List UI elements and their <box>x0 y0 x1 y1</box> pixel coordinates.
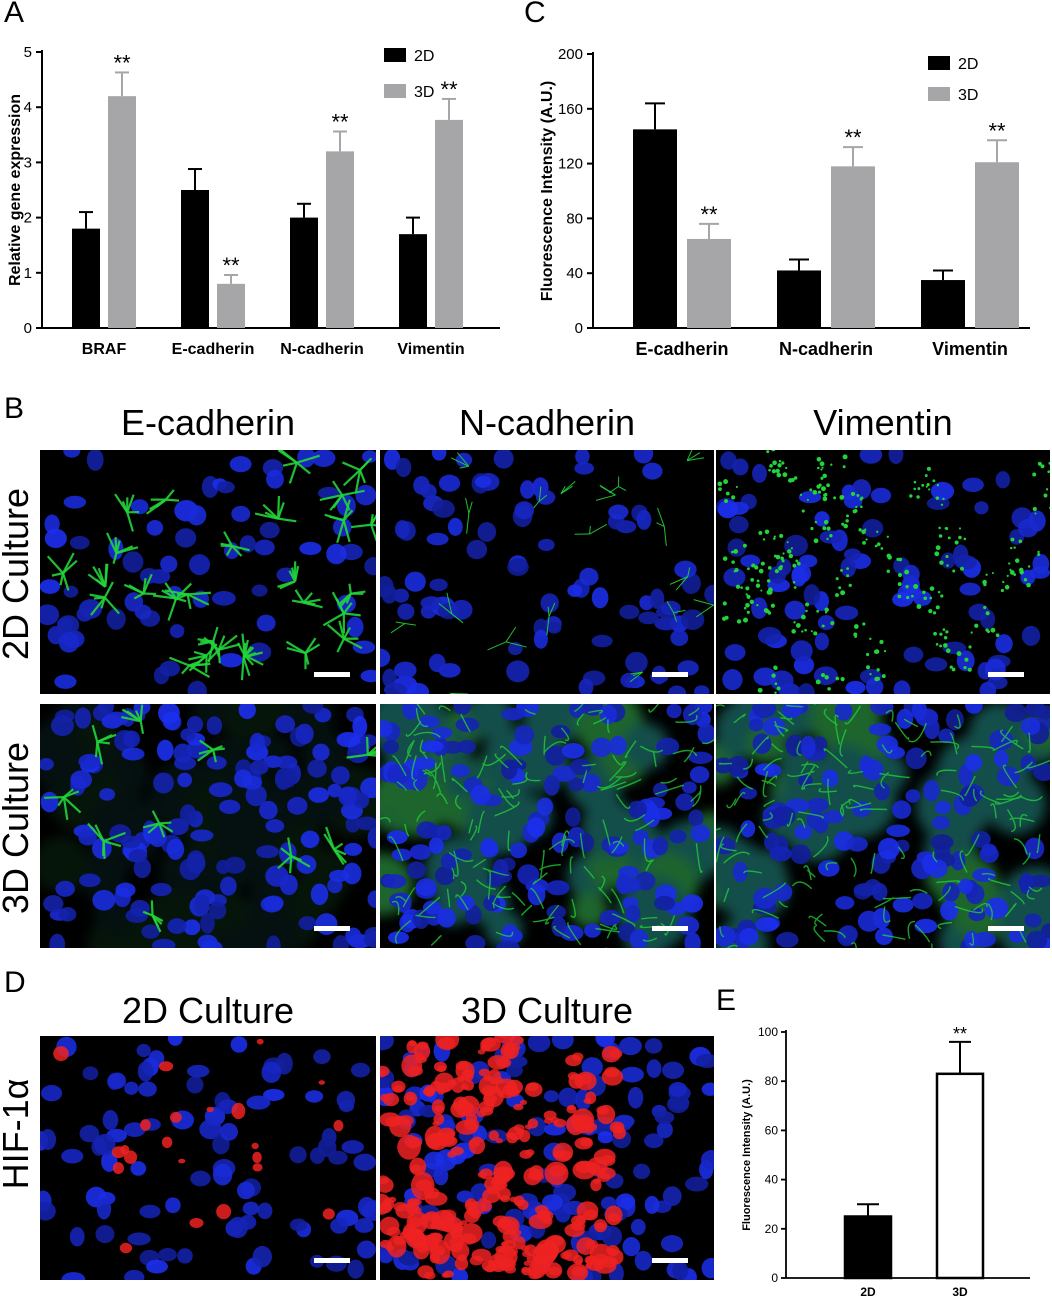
chart-e-category-label-2d: 2D <box>860 1285 876 1299</box>
panel-d-row-title-hif: HIF-1α <box>0 1029 35 1239</box>
micrograph-3d-n-cadherin <box>380 704 714 948</box>
chart-a-bar-2d-e-cadherin <box>181 190 209 328</box>
chart-e-y-tick-label: 100 <box>758 1025 778 1039</box>
chart-a-y-tick-label: 4 <box>24 99 32 116</box>
chart-c-y-tick-label: 0 <box>575 320 583 337</box>
chart-a-y-tick-label: 5 <box>24 44 32 61</box>
micrograph-hif-3d <box>380 1036 714 1280</box>
scale-bar <box>652 672 688 677</box>
micrograph-2d-e-cadherin <box>40 450 376 694</box>
chart-a-significance-mark: ** <box>331 109 349 134</box>
chart-e-y-tick-label: 40 <box>765 1173 779 1187</box>
chart-a-y-tick-label: 0 <box>24 320 32 337</box>
chart-c-legend-swatch-2d <box>928 56 950 70</box>
panel-b-row-title-3d: 3D Culture <box>0 723 35 933</box>
chart-c-y-tick-label: 200 <box>558 46 583 63</box>
chart-c-svg: 0 40 80 120 160 200 Fluorescence Intensity (A.… <box>530 30 1052 370</box>
chart-a-bar-3d-vimentin <box>435 120 463 328</box>
panel-label-b: B <box>4 392 24 426</box>
chart-c-y-tick-label: 40 <box>566 265 583 282</box>
scale-bar <box>988 926 1024 931</box>
chart-a-legend-swatch-2d <box>384 48 406 62</box>
chart-a: 0 1 2 3 4 5 Relative gene expression ** BRAF ** E-… <box>0 30 520 370</box>
chart-a-significance-mark: ** <box>440 77 458 102</box>
scale-bar <box>652 1258 688 1263</box>
chart-a-category-label-e-cadherin: E-cadherin <box>172 341 255 358</box>
chart-c-legend-swatch-3d <box>928 87 950 101</box>
panel-label-c: C <box>524 0 546 30</box>
chart-a-category-label-braf: BRAF <box>82 341 127 358</box>
chart-a-y-tick-label: 1 <box>24 265 32 282</box>
chart-a-significance-mark: ** <box>222 253 240 278</box>
chart-a-category-label-vimentin: Vimentin <box>397 341 464 358</box>
micrograph-hif-2d <box>40 1036 376 1280</box>
chart-a-bar-3d-n-cadherin <box>326 151 354 328</box>
chart-c-category-label-n-cadherin: N-cadherin <box>779 339 873 359</box>
chart-c-y-axis-label: Fluorescence Intensity (A.U.) <box>539 81 556 302</box>
chart-c-bar-3d-n-cadherin <box>831 166 875 328</box>
chart-c-category-label-e-cadherin: E-cadherin <box>635 339 728 359</box>
scale-bar <box>314 672 350 677</box>
chart-c-y-tick-label: 160 <box>558 101 583 118</box>
panel-label-d: D <box>4 966 26 1000</box>
chart-e-y-axis-label: Fluorescence Intensity (A.U.) <box>741 1079 753 1231</box>
chart-c: 0 40 80 120 160 200 Fluorescence Intensity (A.… <box>530 30 1052 370</box>
chart-c-significance-mark: ** <box>700 202 718 227</box>
scale-bar <box>314 1258 350 1263</box>
chart-a-y-axis-label: Relative gene expression <box>7 94 24 286</box>
chart-e-y-tick-label: 20 <box>765 1222 779 1236</box>
chart-a-significance-mark: ** <box>113 50 131 75</box>
chart-a-bar-3d-braf <box>108 96 136 328</box>
panel-b-row-title-2d: 2D Culture <box>0 469 35 679</box>
chart-e-bar-2d <box>845 1217 891 1279</box>
chart-e-y-tick-label: 60 <box>765 1123 779 1137</box>
chart-c-legend-label-3d: 3D <box>958 87 978 104</box>
panel-d-column-title-3d: 3D Culture <box>380 990 714 1032</box>
chart-e-y-tick-label: 0 <box>771 1271 778 1285</box>
chart-c-legend-label-2d: 2D <box>958 56 978 73</box>
micrograph-3d-e-cadherin <box>40 704 376 948</box>
chart-a-y-tick-label: 2 <box>24 210 32 227</box>
chart-c-y-tick-label: 80 <box>566 210 583 227</box>
panel-d-column-title-2d: 2D Culture <box>40 990 376 1032</box>
chart-a-legend-swatch-3d <box>384 84 406 98</box>
scale-bar <box>652 926 688 931</box>
chart-a-bar-2d-vimentin <box>399 234 427 328</box>
micrograph-3d-vimentin <box>716 704 1050 948</box>
chart-c-bar-2d-vimentin <box>921 280 965 328</box>
chart-c-category-label-vimentin: Vimentin <box>932 339 1008 359</box>
chart-e-svg: 0 20 40 60 80 100 Fluorescence Intensity (A.U.… <box>730 1010 1052 1304</box>
chart-c-significance-mark: ** <box>988 118 1006 143</box>
chart-a-category-label-n-cadherin: N-cadherin <box>280 341 364 358</box>
chart-e-y-tick-label: 80 <box>765 1074 779 1088</box>
chart-a-y-tick-label: 3 <box>24 154 32 171</box>
scale-bar <box>314 926 350 931</box>
chart-c-bar-2d-e-cadherin <box>633 129 677 328</box>
chart-c-significance-mark: ** <box>844 125 862 150</box>
chart-a-bar-3d-e-cadherin <box>217 284 245 328</box>
chart-a-legend-label-2d: 2D <box>414 48 434 65</box>
panel-b-column-title-n-cadherin: N-cadherin <box>380 402 714 444</box>
chart-c-bar-2d-n-cadherin <box>777 270 821 328</box>
chart-a-svg: 0 1 2 3 4 5 Relative gene expression ** BRAF ** E-… <box>0 30 520 370</box>
panel-b-column-title-e-cadherin: E-cadherin <box>40 402 376 444</box>
micrograph-2d-n-cadherin <box>380 450 714 694</box>
micrograph-2d-vimentin <box>716 450 1050 694</box>
chart-e: 0 20 40 60 80 100 Fluorescence Intensity (A.U.… <box>730 1010 1052 1304</box>
chart-a-bar-2d-braf <box>72 229 100 328</box>
panel-b-column-title-vimentin: Vimentin <box>716 402 1050 444</box>
chart-a-bar-2d-n-cadherin <box>290 218 318 328</box>
chart-e-significance-mark: ** <box>953 1024 967 1044</box>
chart-c-y-tick-label: 120 <box>558 156 583 173</box>
chart-c-bar-3d-vimentin <box>975 162 1019 328</box>
chart-e-category-label-3d: 3D <box>952 1285 968 1299</box>
panel-label-a: A <box>4 0 24 30</box>
chart-e-bar-3d <box>937 1074 983 1278</box>
scale-bar <box>988 672 1024 677</box>
chart-c-bar-3d-e-cadherin <box>687 239 731 328</box>
chart-a-legend-label-3d: 3D <box>414 84 434 101</box>
